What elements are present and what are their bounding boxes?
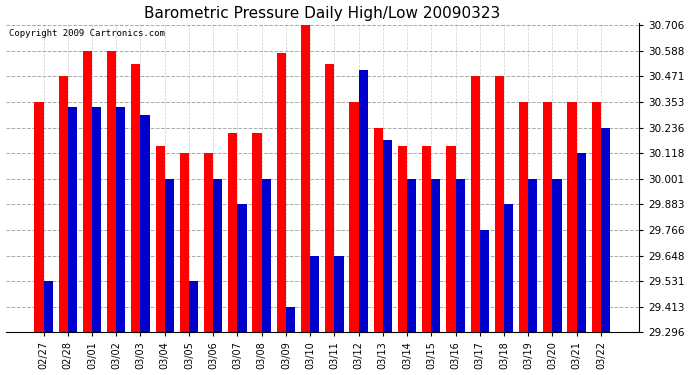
Bar bbox=[59, 76, 68, 332]
Bar bbox=[131, 64, 141, 332]
Bar bbox=[107, 51, 116, 332]
Bar bbox=[504, 204, 513, 332]
Bar bbox=[165, 179, 174, 332]
Bar bbox=[253, 133, 262, 332]
Bar bbox=[189, 281, 198, 332]
Title: Barometric Pressure Daily High/Low 20090323: Barometric Pressure Daily High/Low 20090… bbox=[144, 6, 500, 21]
Text: Copyright 2009 Cartronics.com: Copyright 2009 Cartronics.com bbox=[9, 29, 165, 38]
Bar bbox=[446, 146, 455, 332]
Bar bbox=[543, 102, 553, 332]
Bar bbox=[592, 102, 601, 332]
Bar bbox=[359, 70, 368, 332]
Bar bbox=[325, 64, 335, 332]
Bar bbox=[373, 128, 383, 332]
Bar bbox=[155, 146, 165, 332]
Bar bbox=[204, 153, 213, 332]
Bar bbox=[286, 307, 295, 332]
Bar bbox=[431, 179, 440, 332]
Bar bbox=[310, 256, 319, 332]
Bar bbox=[398, 146, 407, 332]
Bar bbox=[349, 102, 359, 332]
Bar bbox=[577, 153, 586, 332]
Bar bbox=[407, 179, 416, 332]
Bar bbox=[228, 133, 237, 332]
Bar bbox=[262, 179, 271, 332]
Bar bbox=[83, 51, 92, 332]
Bar bbox=[455, 179, 465, 332]
Bar bbox=[92, 107, 101, 332]
Bar bbox=[471, 76, 480, 332]
Bar bbox=[213, 179, 222, 332]
Bar bbox=[601, 128, 610, 332]
Bar bbox=[301, 25, 310, 332]
Bar bbox=[529, 179, 538, 332]
Bar bbox=[43, 281, 52, 332]
Bar bbox=[519, 102, 529, 332]
Bar bbox=[567, 102, 577, 332]
Bar bbox=[116, 107, 126, 332]
Bar bbox=[480, 230, 489, 332]
Bar bbox=[335, 256, 344, 332]
Bar bbox=[422, 146, 431, 332]
Bar bbox=[495, 76, 504, 332]
Bar bbox=[68, 107, 77, 332]
Bar bbox=[277, 53, 286, 332]
Bar bbox=[141, 115, 150, 332]
Bar bbox=[237, 204, 246, 332]
Bar bbox=[553, 179, 562, 332]
Bar bbox=[383, 140, 392, 332]
Bar bbox=[179, 153, 189, 332]
Bar bbox=[34, 102, 43, 332]
